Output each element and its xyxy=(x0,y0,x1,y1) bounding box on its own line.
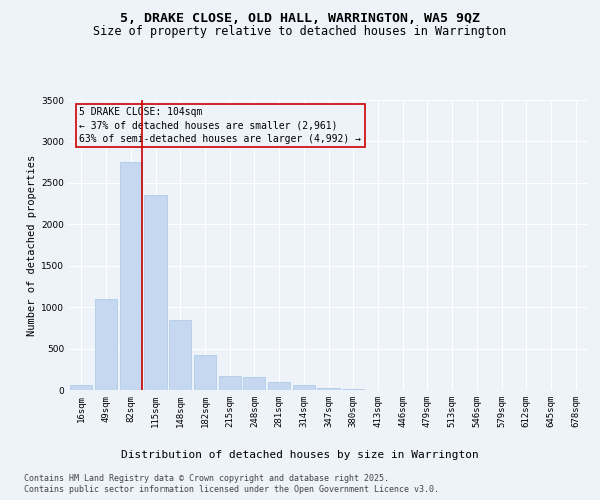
Y-axis label: Number of detached properties: Number of detached properties xyxy=(27,154,37,336)
Bar xyxy=(70,385,92,390)
Bar xyxy=(145,196,167,390)
Text: Contains public sector information licensed under the Open Government Licence v3: Contains public sector information licen… xyxy=(24,485,439,494)
Text: Contains HM Land Registry data © Crown copyright and database right 2025.: Contains HM Land Registry data © Crown c… xyxy=(24,474,389,483)
Bar xyxy=(194,355,216,390)
Bar xyxy=(243,377,265,390)
Text: 5, DRAKE CLOSE, OLD HALL, WARRINGTON, WA5 9QZ: 5, DRAKE CLOSE, OLD HALL, WARRINGTON, WA… xyxy=(120,12,480,26)
Bar xyxy=(293,386,315,390)
Bar xyxy=(317,388,340,390)
Bar xyxy=(95,299,117,390)
Bar xyxy=(218,376,241,390)
Bar xyxy=(169,320,191,390)
Bar xyxy=(119,162,142,390)
Text: Distribution of detached houses by size in Warrington: Distribution of detached houses by size … xyxy=(121,450,479,460)
Bar xyxy=(342,389,364,390)
Text: 5 DRAKE CLOSE: 104sqm
← 37% of detached houses are smaller (2,961)
63% of semi-d: 5 DRAKE CLOSE: 104sqm ← 37% of detached … xyxy=(79,108,361,144)
Bar xyxy=(268,382,290,390)
Text: Size of property relative to detached houses in Warrington: Size of property relative to detached ho… xyxy=(94,25,506,38)
